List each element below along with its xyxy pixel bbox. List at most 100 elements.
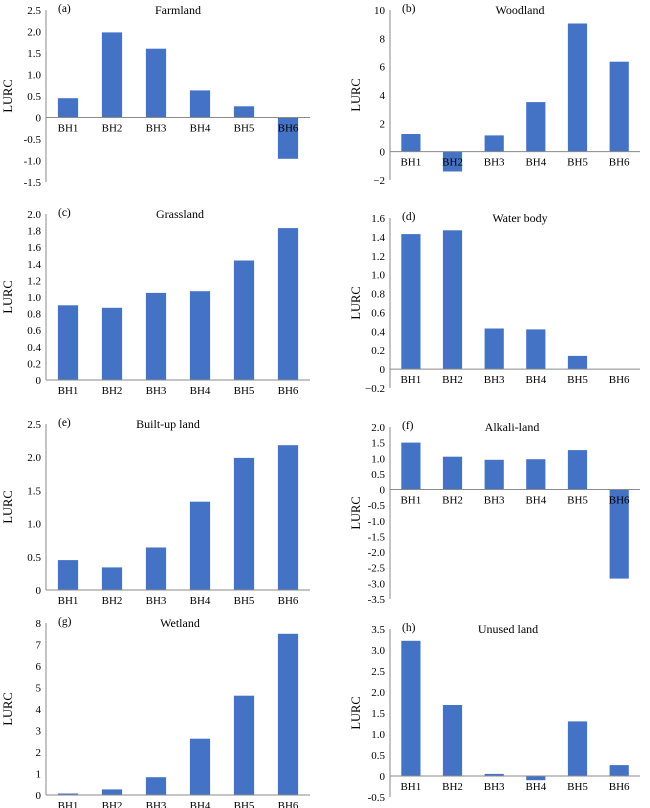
bar-bh6 (277, 117, 299, 159)
x-tick-label: BH6 (609, 157, 630, 169)
y-tick-label: 0 (380, 485, 386, 497)
bar-bh6 (609, 61, 629, 152)
bar-bh3 (484, 773, 504, 776)
y-tick-label: 0 (36, 585, 42, 597)
y-axis-label: LURC (349, 286, 363, 319)
bar-bh2 (442, 456, 463, 490)
y-tick-label: 1.0 (371, 453, 385, 465)
y-tick-label: 2.5 (27, 5, 41, 17)
panel-label: (a) (58, 3, 71, 15)
bar-bh1 (401, 134, 421, 152)
bar-bh1 (57, 560, 79, 590)
bar-bh4 (189, 90, 211, 118)
y-tick-label: -0.5 (368, 500, 386, 512)
x-tick-label: BH3 (146, 595, 167, 607)
panel-label: (d) (402, 211, 416, 223)
y-tick-label: 2.0 (27, 452, 41, 464)
bar-bh4 (526, 776, 546, 781)
bar-bh4 (526, 329, 546, 370)
bar-bh6 (277, 228, 299, 380)
y-tick-label: 7 (36, 640, 42, 652)
x-tick-label: BH1 (400, 157, 421, 169)
y-tick-label: 4 (36, 704, 42, 716)
y-tick-label: 1.2 (371, 251, 385, 263)
x-tick-label: BH2 (102, 595, 123, 607)
x-tick-label: BH6 (278, 123, 299, 135)
x-tick-label: BH4 (525, 374, 546, 386)
bar-bh2 (101, 567, 123, 590)
x-tick-label: BH4 (190, 123, 211, 135)
bar-bh5 (233, 260, 255, 380)
bar-bh3 (484, 459, 504, 490)
y-tick-label: -3.5 (368, 594, 386, 606)
y-tick-label: 2.5 (27, 419, 41, 431)
y-tick-label: 0.5 (27, 552, 41, 564)
x-tick-label: BH2 (102, 123, 123, 135)
y-tick-label: 2.0 (27, 27, 41, 39)
panel-label: (h) (402, 622, 416, 634)
y-axis-label: LURC (1, 280, 15, 313)
y-tick-label: 0 (380, 147, 386, 159)
x-tick-label: BH1 (58, 595, 79, 607)
y-tick-label: 6 (380, 62, 386, 74)
y-tick-label: 2.0 (371, 422, 385, 434)
bar-bh5 (567, 355, 588, 370)
y-tick-label: 1.5 (27, 48, 41, 60)
x-tick-label: BH3 (484, 157, 505, 169)
bar-bh6 (609, 489, 629, 579)
y-tick-label: 3.0 (371, 645, 385, 657)
y-tick-label: 0.6 (371, 307, 385, 319)
chart-title: Built-up land (136, 417, 200, 431)
y-tick-label: 0 (380, 364, 386, 376)
x-tick-label: BH1 (58, 123, 79, 135)
bar-bh5 (567, 23, 588, 152)
x-tick-label: BH3 (484, 781, 505, 793)
y-tick-label: 2.5 (371, 666, 385, 678)
bar-bh6 (277, 633, 299, 796)
x-tick-label: BH6 (609, 374, 630, 386)
x-tick-label: BH3 (484, 374, 505, 386)
x-tick-label: BH5 (567, 781, 588, 793)
x-tick-label: BH4 (525, 157, 546, 169)
y-tick-label: -1.0 (368, 516, 386, 528)
x-tick-label: BH5 (234, 385, 255, 397)
y-tick-label: 0.5 (371, 469, 385, 481)
panel-label: (f) (402, 420, 414, 432)
y-axis-label: LURC (349, 78, 363, 111)
y-tick-label: 6 (36, 661, 42, 673)
x-tick-label: BH2 (442, 495, 463, 507)
chart-title: Water body (492, 211, 547, 225)
y-tick-label: 1.6 (27, 242, 41, 254)
bar-bh5 (567, 721, 588, 776)
y-axis-label: LURC (349, 696, 363, 729)
y-tick-label: 1.0 (371, 270, 385, 282)
y-axis-label: LURC (1, 692, 15, 725)
x-tick-label: BH4 (525, 495, 546, 507)
panel-label: (c) (58, 207, 71, 219)
y-tick-label: −2 (373, 175, 385, 187)
bar-bh3 (145, 292, 167, 380)
y-axis-label: LURC (349, 496, 363, 529)
bar-bh3 (145, 777, 167, 795)
bar-bh2 (101, 789, 123, 795)
x-tick-label: BH3 (146, 385, 167, 397)
chart-title: Unused land (478, 622, 538, 636)
y-tick-label: 2 (380, 118, 386, 130)
y-tick-label: 0.4 (371, 326, 385, 338)
y-tick-label: −0.2 (365, 383, 385, 395)
y-tick-label: 3 (36, 726, 42, 738)
x-tick-label: BH5 (234, 123, 255, 135)
bar-bh5 (233, 695, 255, 795)
y-tick-label: 1.8 (27, 226, 41, 238)
bar-bh2 (101, 32, 123, 118)
x-tick-label: BH3 (146, 123, 167, 135)
panel-label: (e) (58, 417, 71, 429)
y-tick-label: 1.4 (27, 259, 41, 271)
bar-bh1 (401, 442, 421, 490)
x-tick-label: BH5 (567, 374, 588, 386)
y-tick-label: 8 (380, 33, 386, 45)
x-tick-label: BH5 (234, 595, 255, 607)
chart-title: Wetland (160, 616, 200, 630)
x-tick-label: BH5 (567, 495, 588, 507)
